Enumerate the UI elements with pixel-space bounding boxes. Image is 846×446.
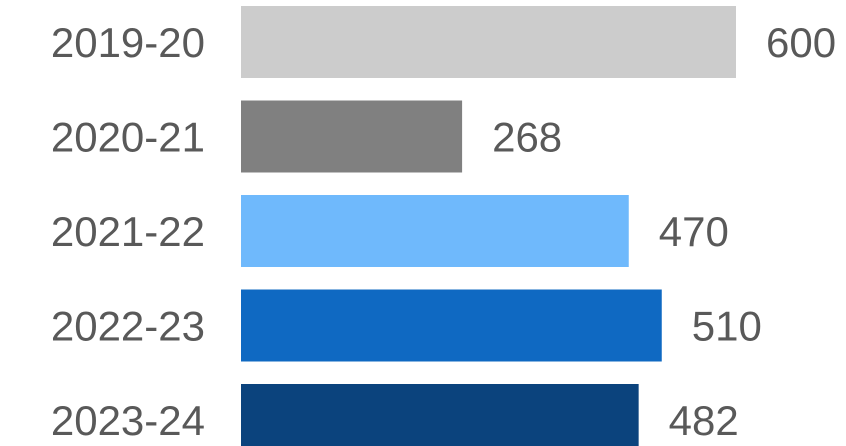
bars <box>241 6 736 446</box>
value-label: 470 <box>659 208 729 255</box>
value-label: 510 <box>692 303 762 350</box>
category-label: 2020-21 <box>51 114 205 161</box>
bar <box>241 384 639 446</box>
bar <box>241 100 463 173</box>
category-labels: 2019-20 2020-21 2021-22 2022-23 2023-24 <box>51 19 205 444</box>
category-label: 2022-23 <box>51 303 205 350</box>
bar <box>241 195 629 267</box>
bar <box>241 6 736 78</box>
category-label: 2021-22 <box>51 208 205 255</box>
category-label: 2023-24 <box>51 397 205 444</box>
category-label: 2019-20 <box>51 19 205 66</box>
bar <box>241 289 662 362</box>
value-label: 600 <box>766 19 836 66</box>
value-label: 482 <box>669 397 739 444</box>
value-labels: 600 268 470 510 482 <box>492 19 836 444</box>
value-label: 268 <box>492 114 562 161</box>
